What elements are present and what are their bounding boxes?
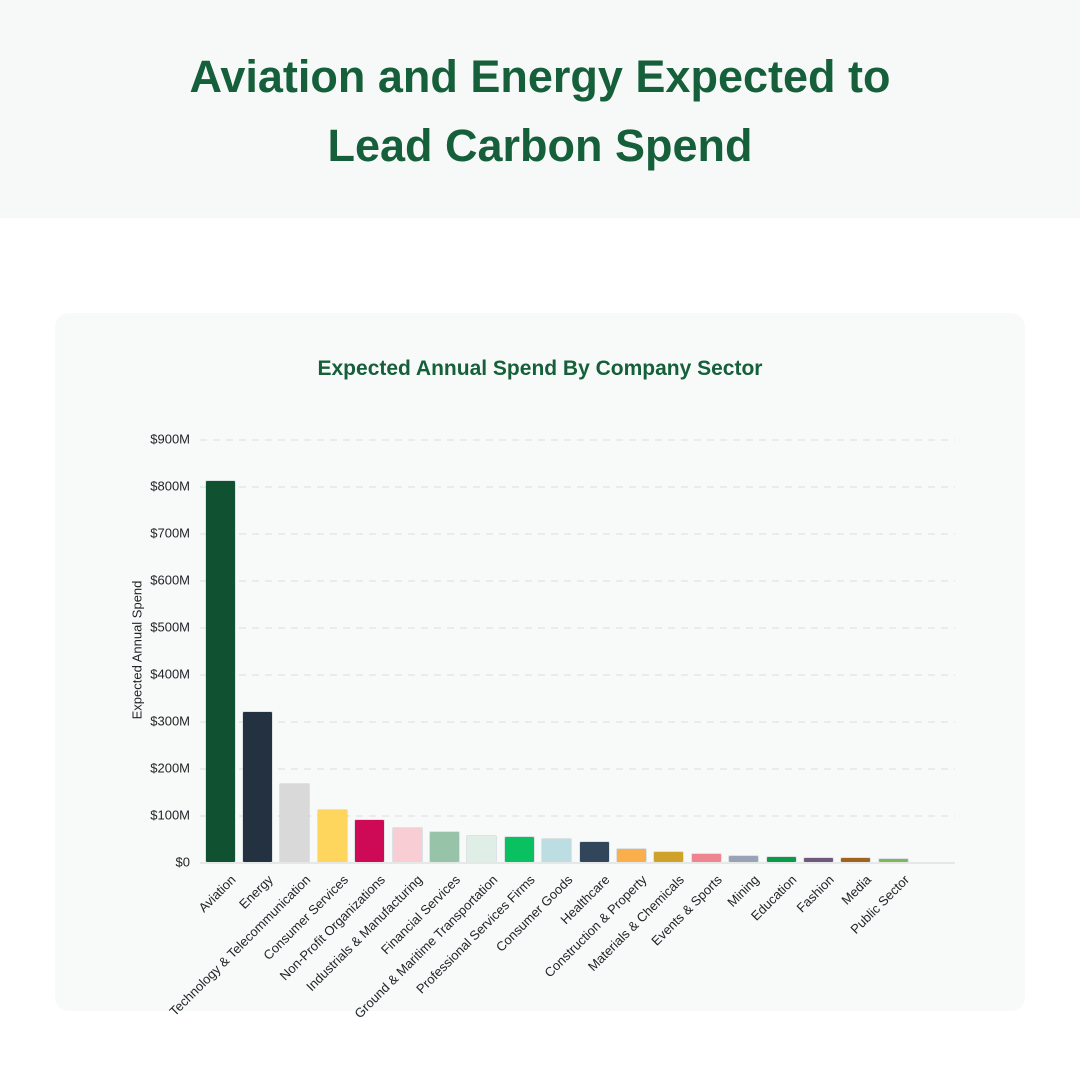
bar-industrials-manufacturing (392, 828, 422, 862)
x-label-aviation: Aviation (195, 872, 239, 916)
y-tick-0: $0 (175, 854, 190, 870)
y-tick-500m: $500M (150, 619, 190, 635)
y-tick-100m: $100M (150, 807, 190, 823)
chart-title: Expected Annual Spend By Company Sector (317, 357, 763, 380)
bar-energy (242, 711, 272, 862)
y-tick-800m: $800M (150, 478, 190, 494)
gridline-600m (200, 580, 955, 582)
y-tick-700m: $700M (150, 525, 190, 541)
bar-education (766, 857, 796, 862)
bar-media (841, 858, 871, 862)
gridline-100m (200, 815, 955, 817)
y-axis-title: Expected Annual Spend (129, 580, 145, 720)
x-label-events-sports: Events & Sports (648, 872, 725, 949)
bar-construction-property (616, 849, 646, 862)
x-label-fashion: Fashion (793, 872, 838, 916)
gridline-400m (200, 674, 955, 676)
bar-financial-services (429, 832, 459, 862)
bar-consumer-goods (542, 838, 572, 862)
bar-public-sector (878, 858, 908, 862)
y-tick-300m: $300M (150, 713, 190, 729)
bar-events-sports (691, 854, 721, 862)
chart-card: Expected Annual Spend By Company Sector … (55, 313, 1025, 1021)
x-label-technology-telecommunication: Technology & Telecommunication (166, 872, 314, 1019)
bar-professional-services-firms (504, 837, 534, 862)
y-tick-600m: $600M (150, 572, 190, 588)
bar-non-profit-organizations (355, 819, 385, 862)
y-tick-200m: $200M (150, 760, 190, 776)
bar-healthcare (579, 842, 609, 862)
y-tick-400m: $400M (150, 666, 190, 682)
bar-ground-maritime-transportation (467, 835, 497, 862)
bar-consumer-services (317, 810, 347, 862)
bar-mining (729, 855, 759, 862)
gridline-300m (200, 721, 955, 723)
bar-technology-telecommunication (280, 784, 310, 862)
gridline-200m (200, 768, 955, 770)
header-banner: Aviation and Energy Expected to Lead Car… (0, 0, 1080, 218)
page-title: Aviation and Energy Expected to Lead Car… (0, 42, 1080, 180)
x-axis-baseline (200, 862, 955, 864)
page-title-line1: Aviation and Energy Expected to (189, 51, 891, 102)
bar-aviation (205, 481, 235, 862)
bar-materials-chemicals (654, 852, 684, 862)
x-label-media: Media (838, 872, 875, 908)
gridline-900m (200, 439, 955, 441)
page-title-line2: Lead Carbon Spend (327, 120, 753, 171)
gridline-500m (200, 627, 955, 629)
gridline-700m (200, 533, 955, 535)
plot-area: $0 $100M $200M $300M $400M $500M $600M $700M $80… (150, 432, 955, 1021)
bar-fashion (803, 857, 833, 862)
y-tick-900m: $900M (150, 431, 190, 447)
gridline-800m (200, 486, 955, 488)
